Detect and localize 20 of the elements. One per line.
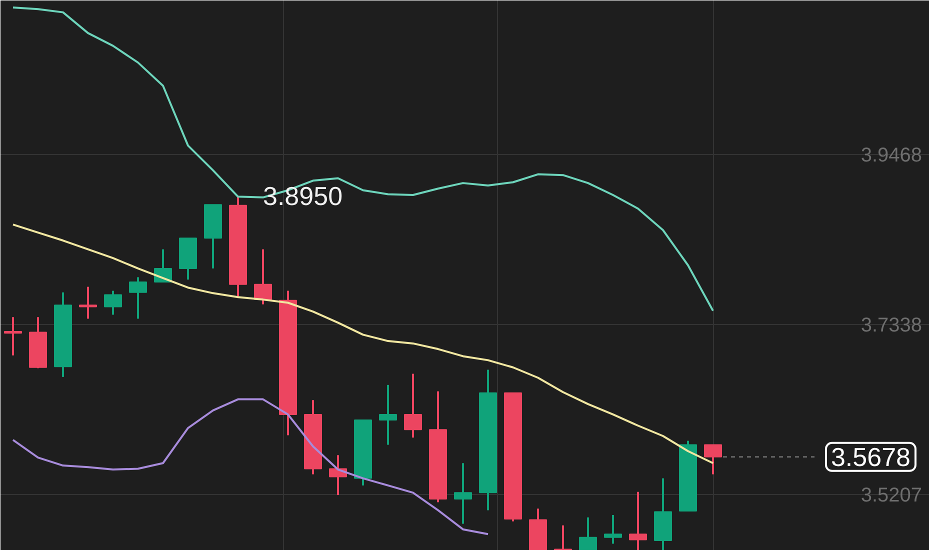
candlestick: [79, 286, 97, 320]
candlestick: [579, 516, 597, 550]
line-series: [12, 398, 489, 536]
y-tick-label: 3.7338: [860, 314, 922, 336]
y-tick-label: 3.5207: [860, 484, 922, 506]
candlestick: [454, 462, 472, 525]
candlestick: [379, 384, 397, 446]
candlestick: [4, 316, 22, 356]
candlestick: [604, 514, 622, 545]
candlestick: [254, 248, 272, 306]
candlestick: [629, 490, 647, 550]
y-tick-label: 3.9468: [860, 144, 922, 166]
ref-line-label: 3.5678: [830, 442, 911, 472]
candlestick: [104, 290, 122, 316]
candlestick: [129, 276, 147, 320]
annotation: 3.8950: [263, 180, 343, 211]
line-series: [12, 224, 714, 464]
candlestick: [704, 444, 722, 476]
line-series: [12, 6, 714, 312]
candlestick: [404, 372, 422, 439]
